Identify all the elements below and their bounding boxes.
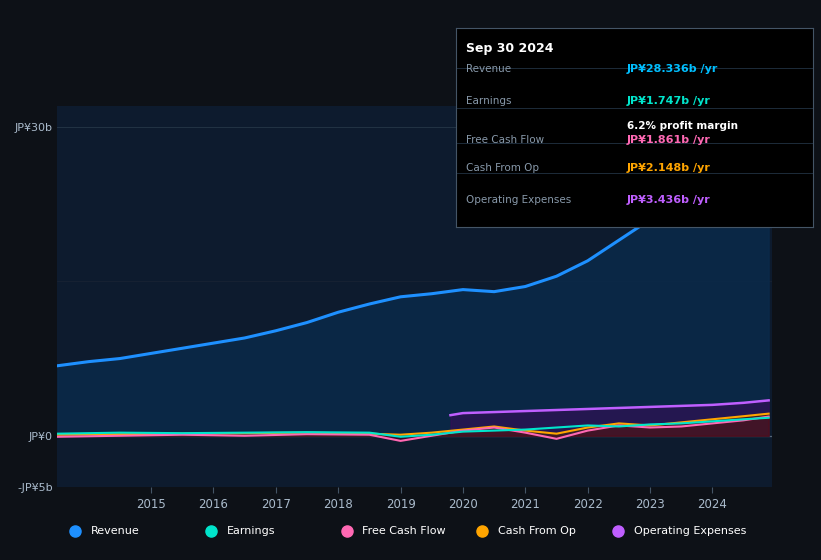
Text: Earnings: Earnings [466,96,511,106]
Text: JP¥2.148b /yr: JP¥2.148b /yr [627,163,711,173]
Text: 6.2% profit margin: 6.2% profit margin [627,122,738,132]
Text: JP¥1.861b /yr: JP¥1.861b /yr [627,136,711,146]
Text: Operating Expenses: Operating Expenses [466,195,571,205]
Text: Revenue: Revenue [466,64,511,74]
Text: Revenue: Revenue [91,526,140,535]
Text: Cash From Op: Cash From Op [466,163,539,173]
Text: JP¥28.336b /yr: JP¥28.336b /yr [627,64,718,74]
Text: JP¥3.436b /yr: JP¥3.436b /yr [627,195,711,205]
Text: Free Cash Flow: Free Cash Flow [362,526,446,535]
Text: Cash From Op: Cash From Op [498,526,576,535]
Text: Sep 30 2024: Sep 30 2024 [466,42,554,55]
Text: JP¥1.747b /yr: JP¥1.747b /yr [627,96,711,106]
Text: Operating Expenses: Operating Expenses [634,526,746,535]
Text: Free Cash Flow: Free Cash Flow [466,136,544,146]
Text: Earnings: Earnings [227,526,275,535]
